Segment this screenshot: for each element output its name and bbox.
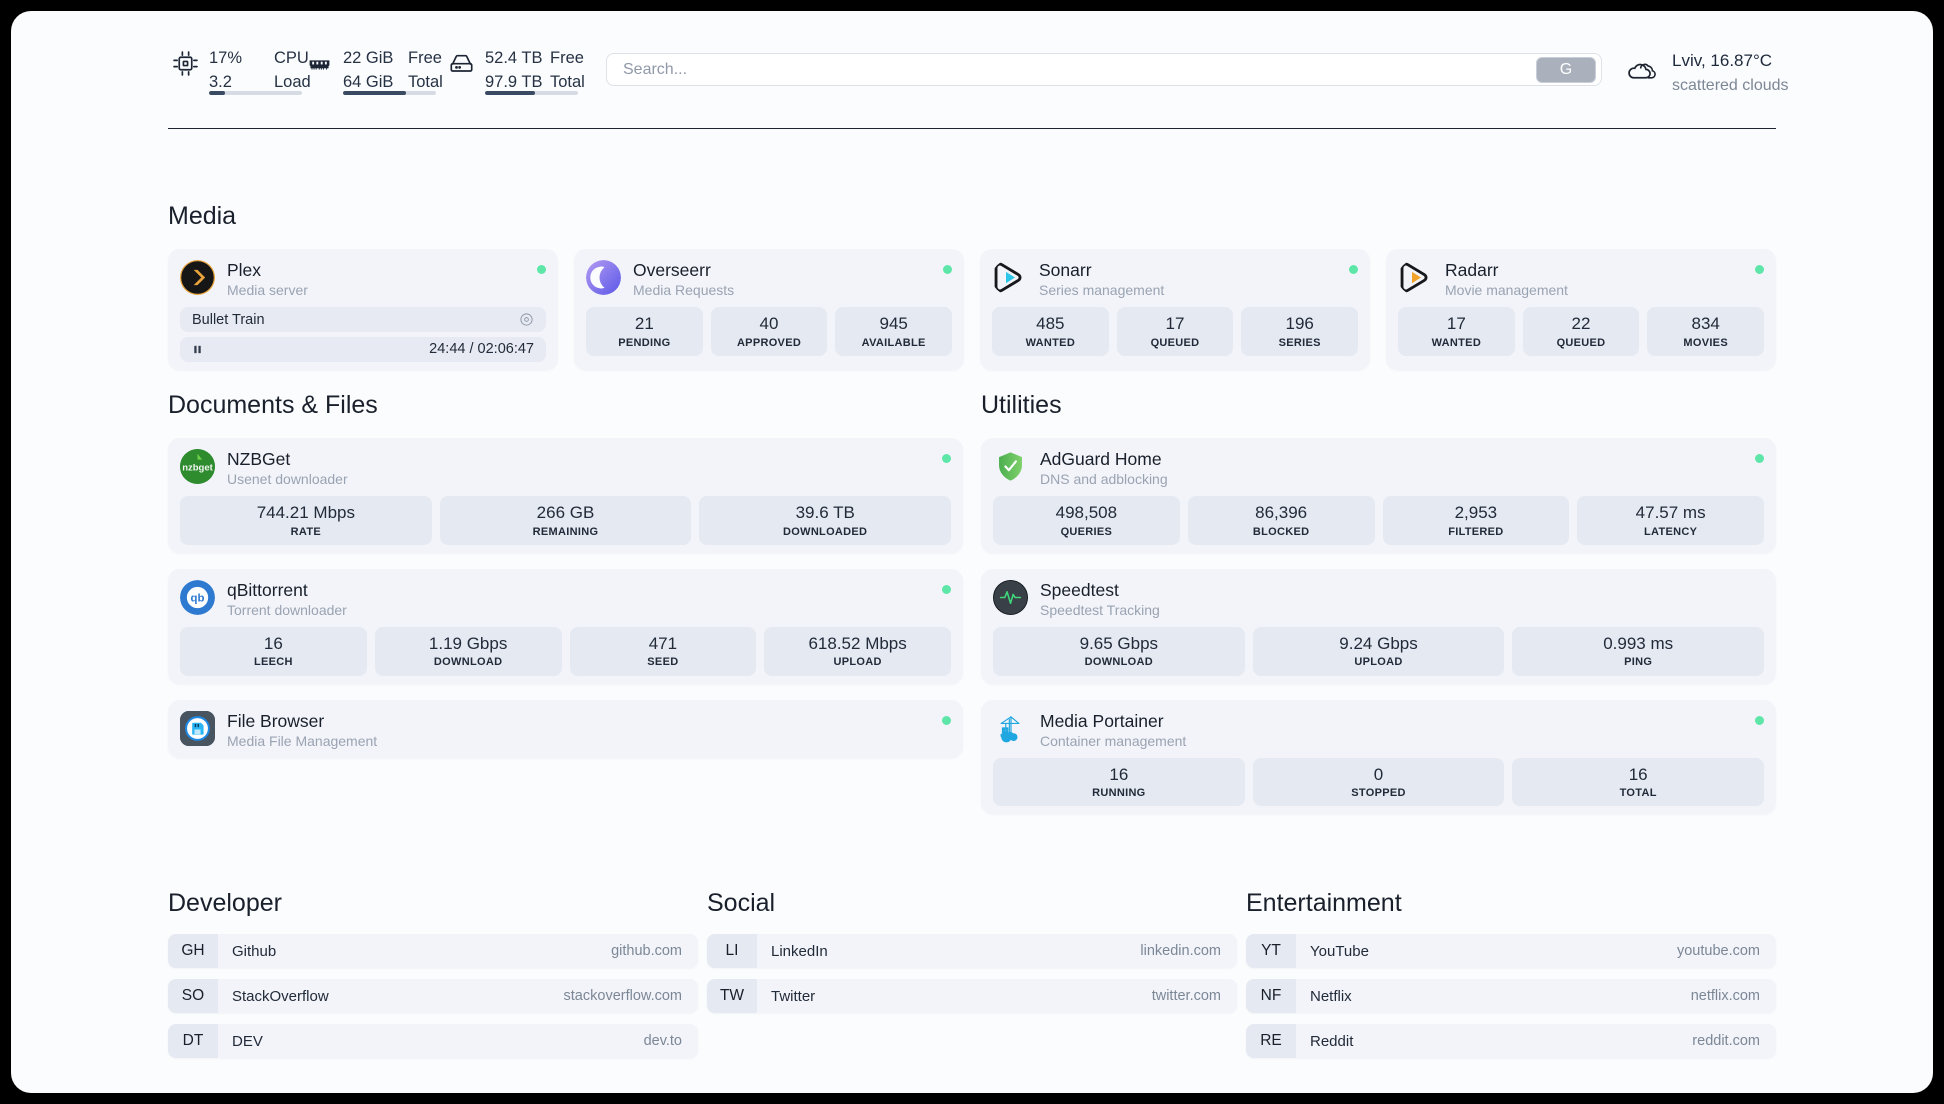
svg-text:nzbget: nzbget [182, 462, 213, 473]
svg-text:qb: qb [191, 592, 205, 604]
